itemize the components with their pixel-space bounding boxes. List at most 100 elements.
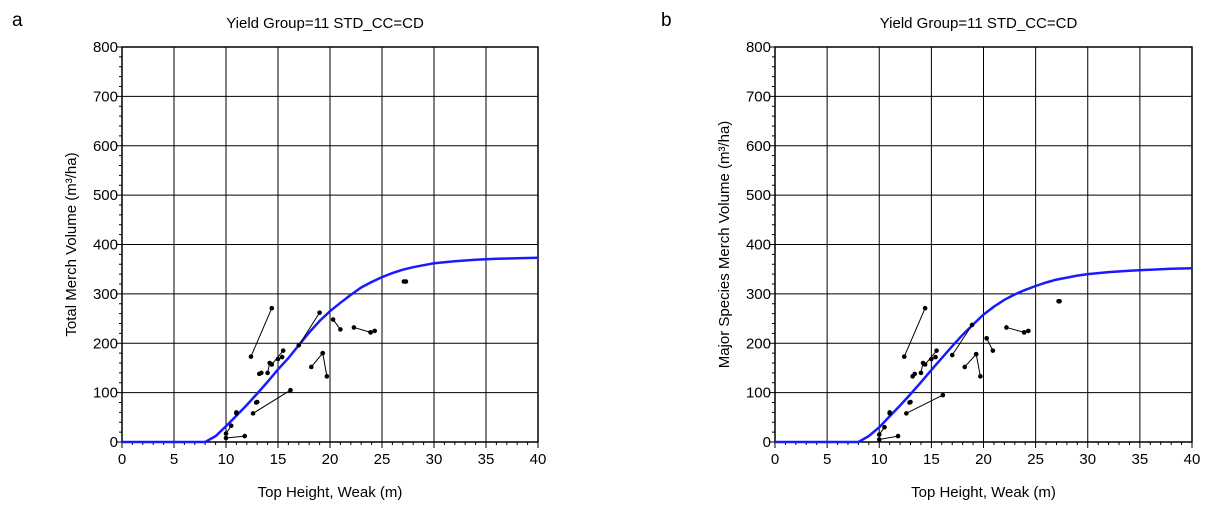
y-tick-label: 200 [746,335,771,352]
data-point [908,399,913,405]
data-point [330,317,336,322]
x-tick-label: 40 [530,451,547,468]
y-tick-label: 500 [93,187,118,204]
chart-title: Yield Group=11 STD_CC=CD [880,15,1078,32]
data-point [320,350,326,356]
y-tick-label: 700 [746,88,771,105]
data-point [254,399,260,405]
data-point [895,433,901,439]
data-point [338,327,343,332]
x-tick-label: 0 [771,451,779,468]
data-point [1026,328,1031,334]
fitted-curve [775,266,1193,444]
x-tick-label: 15 [923,451,940,468]
y-tick-label: 100 [93,385,118,402]
data-point [296,342,302,348]
y-tick-label: 0 [763,434,771,451]
data-point [904,411,909,416]
y-tick-label: 300 [93,286,118,303]
data-point [324,374,330,379]
x-tick-label: 5 [823,451,831,468]
plot-segment [951,324,973,356]
data-point [269,362,275,367]
data-point [351,325,357,330]
x-tick-label: 10 [218,451,235,468]
y-tick-label: 400 [93,237,118,254]
x-tick-label: 15 [270,451,287,468]
data-point [372,328,378,334]
plot-segment [1006,326,1025,333]
data-point [242,433,248,439]
data-point [918,370,924,376]
y-axis-label: Major Species Merch Volume (m³/ha) [716,121,733,369]
y-axis-label: Total Merch Volume (m³/ha) [63,152,80,336]
chart-a-svg: Yield Group=11 STD_CC=CD 0 5 10 15 20 25 30 35 40… [63,15,547,501]
x-axis-label: Top Height, Weak (m) [258,484,403,501]
plot-segment [225,435,245,439]
plot-segment [986,338,994,351]
x-tick-label: 30 [426,451,443,468]
y-tick-label: 800 [746,39,771,56]
data-point [933,354,938,360]
data-point [223,431,229,436]
y-tick-label: 800 [93,39,118,56]
data-point [265,370,270,376]
data-point [288,387,293,393]
data-point [876,432,882,437]
data-point [308,364,314,370]
plot-segment [964,353,977,368]
x-axis-label: Top Height, Weak (m) [911,484,1056,501]
data-point [368,330,373,335]
x-tick-label: 25 [374,451,391,468]
x-tick-label: 10 [871,451,888,468]
data-point [275,356,281,362]
data-point [940,392,946,398]
data-point [934,348,939,353]
data-point [922,362,928,367]
chart-b-svg: Yield Group=11 STD_CC=CD 0 5 10 15 20 25 30 35 40… [716,15,1201,501]
data-point [1021,330,1027,335]
panel-letter-a: a [12,10,23,31]
data-point [279,354,285,360]
chart-panel-b: b Yield Group=11 STD_CC=CD 0 5 10 15 20 25 30 35… [606,0,1211,506]
x-tick-label: 20 [975,451,992,468]
y-tick-label: 600 [746,138,771,155]
data-point [248,354,254,359]
data-point [962,364,968,370]
plot-segment [903,307,926,357]
plot-segment [310,352,324,368]
y-tick-label: 400 [746,237,771,254]
plot-segment [250,307,273,357]
x-tick-label: 40 [1184,451,1201,468]
data-point [990,348,996,353]
data-point [882,424,887,430]
y-tick-label: 500 [746,187,771,204]
data-point [912,371,917,377]
panel-letter-b: b [661,10,672,31]
data-point [922,305,928,311]
data-point [929,356,934,362]
fitted-curve [122,256,539,444]
data-point [973,351,979,357]
x-tick-label: 30 [1079,451,1096,468]
data-point [887,410,892,415]
data-point [223,435,229,441]
x-tick-label: 20 [322,451,339,468]
y-tick-label: 700 [93,88,118,105]
x-tick-label: 35 [478,451,495,468]
plot-segment [353,326,371,333]
data-point [234,410,239,415]
data-point [978,374,983,379]
data-point [280,348,286,353]
plot-segment [906,394,944,414]
data-point [403,279,409,284]
data-point [228,423,234,429]
y-tick-label: 600 [93,138,118,155]
plot-segment [879,435,899,441]
plot-segment [298,312,321,346]
data-point [949,352,955,358]
data-point [317,310,322,315]
y-tick-label: 100 [746,385,771,402]
y-tick-label: 300 [746,286,771,303]
y-tick-label: 200 [93,335,118,352]
